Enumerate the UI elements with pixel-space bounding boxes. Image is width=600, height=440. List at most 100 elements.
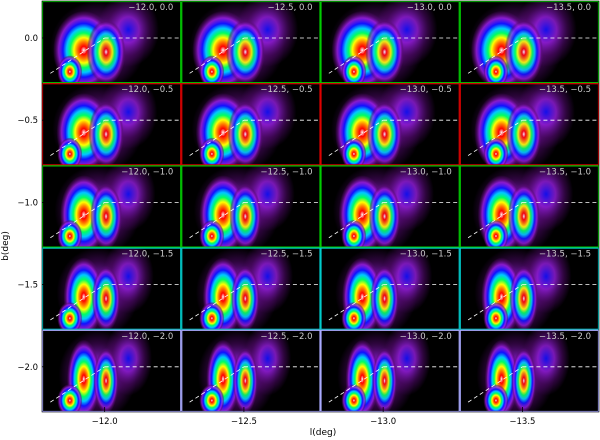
diagonal-guide-line <box>467 202 523 239</box>
density-ridge <box>225 19 265 84</box>
density-map <box>333 165 434 248</box>
density-ridge <box>90 183 123 248</box>
density-core <box>199 219 225 248</box>
y-tick-label: −1.0 <box>17 198 38 208</box>
panel: −13.0, 0.0 <box>320 0 460 84</box>
panel-border <box>41 165 182 248</box>
density-ridge <box>88 101 124 166</box>
density-map <box>468 1 577 84</box>
diagonal-guide-line <box>328 119 384 156</box>
panel: −12.5, −1.0 <box>181 165 321 248</box>
density-ridge <box>231 265 260 330</box>
panel-border <box>459 247 600 330</box>
density-ridge <box>229 183 262 248</box>
panel-border <box>320 0 460 84</box>
panel-border <box>320 165 460 248</box>
panel: −13.0, −2.0 <box>320 329 460 413</box>
panel: −13.5, −1.5 <box>459 247 600 330</box>
density-ridge <box>509 265 539 330</box>
density-core <box>199 301 225 330</box>
diagonal-guide-line <box>50 284 105 321</box>
diagonal-guide-line <box>189 284 245 321</box>
panel-label: −13.0, −1.5 <box>400 250 452 260</box>
panel-border <box>459 83 600 166</box>
density-core <box>483 219 509 248</box>
density-ridge <box>506 101 542 166</box>
density-map <box>195 247 293 330</box>
density-ridge <box>227 101 264 166</box>
diagonal-guide-line <box>467 284 523 321</box>
panel: −12.0, −0.5 <box>41 83 182 166</box>
panel-border <box>459 0 600 84</box>
diagonal-guide-line <box>467 37 523 74</box>
density-core <box>57 137 83 166</box>
diagonal-guide-line <box>189 119 245 156</box>
panel-label: −13.0, −2.0 <box>400 332 452 342</box>
density-ridge <box>366 101 403 166</box>
panel-border <box>320 247 460 330</box>
density-ridge <box>504 19 544 84</box>
diagonal-guide-line <box>189 202 245 239</box>
panel-border <box>459 165 600 248</box>
panel: −12.0, −1.0 <box>41 165 182 248</box>
x-tick-label: −13.5 <box>509 417 535 427</box>
panel-label: −13.5, −2.0 <box>539 332 591 342</box>
density-map <box>337 329 431 412</box>
panel: −12.5, −2.0 <box>181 329 321 413</box>
panel: −12.0, −1.5 <box>41 247 182 330</box>
panel-border <box>320 329 460 413</box>
density-ridge <box>368 183 401 248</box>
density-core <box>341 384 367 412</box>
density-core <box>57 219 83 248</box>
diagonal-guide-line <box>328 366 384 403</box>
diagonal-guide-line <box>328 37 384 74</box>
panel-label: −12.0, −1.0 <box>121 167 173 177</box>
density-core <box>341 219 367 248</box>
panel: −12.5, −1.5 <box>181 247 321 330</box>
panel-label: −12.0, −0.5 <box>121 85 173 95</box>
density-ridge <box>91 265 121 330</box>
panel-border <box>41 0 182 84</box>
diagonal-guide-line <box>189 37 245 74</box>
panel-border <box>181 0 321 84</box>
panel-label: −12.5, 0.0 <box>268 3 313 13</box>
panel-label: −13.0, −1.0 <box>400 167 452 177</box>
panel-label: −12.5, −1.0 <box>260 167 312 177</box>
panel-label: −12.5, −2.0 <box>260 332 312 342</box>
diagonal-guide-line <box>189 366 245 403</box>
density-ridge <box>365 19 405 84</box>
panel-label: −13.5, −1.0 <box>539 167 591 177</box>
panel: −12.0, 0.0 <box>41 0 182 84</box>
y-tick-label: −1.5 <box>17 281 38 291</box>
panel: −12.0, −2.0 <box>41 329 182 413</box>
y-axis-label: b(deg) <box>1 231 11 261</box>
density-core <box>483 137 509 166</box>
density-core <box>341 301 367 330</box>
density-core <box>199 384 225 412</box>
density-core <box>483 384 509 412</box>
diagonal-guide-line <box>328 284 384 321</box>
panel-border <box>181 329 321 413</box>
panel: −12.5, 0.0 <box>181 0 321 84</box>
density-core <box>57 55 83 84</box>
panel-border <box>459 329 600 413</box>
diagonal-guide-line <box>50 119 105 156</box>
density-ridge <box>232 347 258 412</box>
panel-border <box>181 247 321 330</box>
panel-label: −13.5, −1.5 <box>539 250 591 260</box>
density-core <box>341 55 367 84</box>
density-map <box>476 329 570 412</box>
panel-border <box>320 83 460 166</box>
density-core <box>199 137 225 166</box>
panel: −13.5, −1.0 <box>459 165 600 248</box>
y-tick-label: −0.5 <box>17 116 38 126</box>
density-map <box>189 1 299 84</box>
diagonal-guide-line <box>50 37 105 74</box>
panels-layer: −12.0, 0.0 −12.5, 0.0 −13.0, 0.0 −13.5, 0.0… <box>41 0 600 413</box>
density-ridge <box>93 347 119 412</box>
panel: −13.0, −1.5 <box>320 247 460 330</box>
diagonal-guide-line <box>50 202 105 239</box>
panel-label: −12.0, 0.0 <box>128 3 173 13</box>
panel: −13.5, −0.5 <box>459 83 600 166</box>
